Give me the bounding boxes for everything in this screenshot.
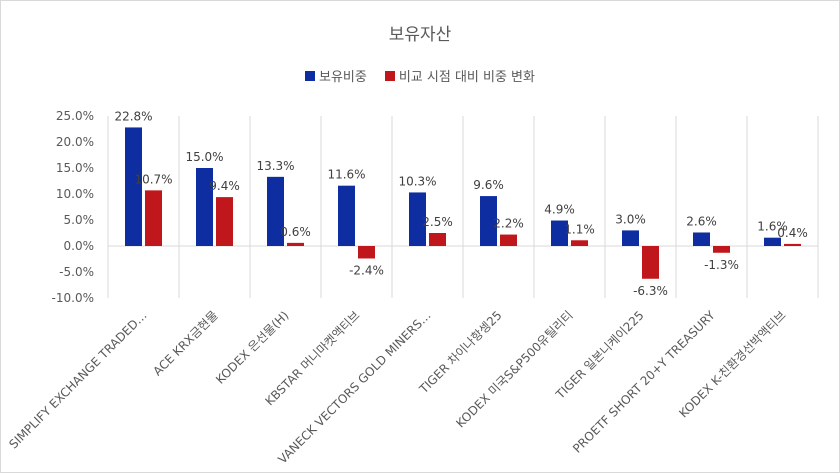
bar-series-2: [358, 246, 375, 259]
x-category-label: PROETF SHORT 20+Y TREASURY: [570, 308, 718, 456]
data-label-series-2: -2.4%: [349, 263, 384, 277]
bar-series-1: [338, 185, 355, 246]
bar-series-1: [764, 237, 781, 246]
data-label-series-1: 4.9%: [544, 203, 575, 217]
data-label-series-2: 0.6%: [280, 225, 311, 239]
chart-legend: 보유비중 비교 시점 대비 비중 변화: [0, 66, 840, 85]
data-label-series-2: 2.2%: [493, 217, 524, 231]
bar-series-1: [196, 168, 213, 246]
bar-series-2: [642, 246, 659, 279]
bar-series-1: [551, 220, 568, 246]
y-tick-label: 10.0%: [56, 187, 94, 201]
bar-series-1: [693, 232, 710, 246]
legend-label-series-1: 보유비중: [319, 70, 367, 85]
y-tick-label: 0.0%: [64, 239, 95, 253]
data-label-series-2: 1.1%: [564, 222, 595, 236]
data-label-series-2: -1.3%: [704, 258, 739, 272]
x-category-label: KODEX 은선물(H): [213, 308, 292, 387]
bar-series-1: [267, 176, 284, 246]
data-label-series-1: 15.0%: [185, 150, 223, 164]
x-category-label: ACE KRX금현물: [150, 308, 220, 378]
bar-series-2: [713, 246, 730, 253]
y-tick-label: -5.0%: [59, 265, 94, 279]
bar-series-2: [571, 240, 588, 246]
x-category-label: VANECK VECTORS GOLD MINERS…: [275, 308, 433, 466]
bar-series-1: [480, 196, 497, 246]
data-label-series-2: 10.7%: [134, 172, 172, 186]
data-label-series-1: 3.0%: [615, 212, 646, 226]
bar-series-1: [622, 230, 639, 246]
bar-series-1: [125, 127, 142, 246]
data-label-series-1: 11.6%: [327, 168, 365, 182]
data-label-series-1: 10.3%: [398, 174, 436, 188]
data-label-series-1: 1.6%: [757, 220, 788, 234]
bar-series-2: [216, 197, 233, 246]
data-label-series-2: 2.5%: [422, 215, 453, 229]
bar-series-2: [145, 190, 162, 246]
data-label-series-1: 9.6%: [473, 178, 504, 192]
chart-title: 보유자산: [388, 25, 452, 45]
x-category-label: KODEX 미국S&P500유틸리티: [453, 308, 575, 430]
data-label-series-2: -6.3%: [633, 284, 668, 298]
legend-swatch-series-2: [384, 70, 395, 81]
data-label-series-1: 2.6%: [686, 214, 717, 228]
bar-series-2: [500, 234, 517, 246]
y-tick-label: 20.0%: [56, 135, 94, 149]
data-label-series-2: 0.4%: [777, 226, 808, 240]
legend-swatch-series-1: [305, 70, 315, 81]
y-tick-label: 15.0%: [56, 161, 94, 175]
y-tick-label: -10.0%: [52, 291, 94, 305]
legend-label-series-2: 비교 시점 대비 비중 변화: [398, 70, 535, 85]
bar-series-2: [784, 243, 801, 246]
data-label-series-1: 13.3%: [256, 159, 294, 173]
data-label-series-2: 9.4%: [209, 179, 240, 193]
bar-series-2: [429, 233, 446, 246]
legend-item-series-2: 비교 시점 대비 비중 변화: [384, 66, 535, 85]
bar-series-2: [287, 242, 304, 246]
data-label-series-1: 22.8%: [114, 109, 152, 123]
bar-series-1: [409, 192, 426, 246]
y-tick-label: 5.0%: [64, 213, 95, 227]
x-category-label: SIMPLIFY EXCHANGE TRADED…: [6, 308, 149, 451]
legend-item-series-1: 보유비중: [305, 66, 367, 85]
y-tick-label: 25.0%: [56, 109, 94, 123]
